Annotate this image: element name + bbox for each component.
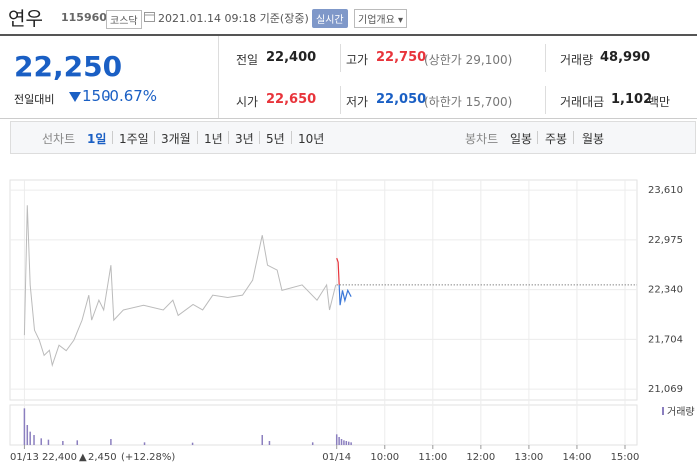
volume-bar: [40, 438, 42, 445]
annotation-price: 22,400: [42, 452, 77, 463]
quote-rule: [0, 118, 697, 119]
x-tick-label: 01/13: [10, 452, 39, 463]
volume-legend-swatch: [662, 407, 664, 415]
tab[interactable]: 일봉: [510, 132, 533, 146]
stat-value: 1,102: [611, 92, 653, 107]
tab[interactable]: 3개월: [161, 132, 191, 146]
tab[interactable]: 3년: [235, 132, 254, 146]
volume-bar: [340, 439, 343, 445]
tab[interactable]: 주봉: [545, 132, 568, 146]
overview-label: 기업개요: [358, 15, 395, 26]
x-tick-label: 13:00: [514, 452, 543, 463]
x-tick-label: 12:00: [466, 452, 495, 463]
volume-bar: [33, 435, 35, 445]
y-tick-label: 22,975: [648, 235, 683, 246]
change-pct: -0.67%: [104, 87, 158, 105]
volume-bar: [143, 442, 146, 445]
tab-bar: [10, 121, 696, 154]
volume-bar: [345, 441, 348, 445]
current-price: 22,250: [14, 50, 123, 83]
col-divider: [545, 44, 546, 72]
y-tick-label: 23,610: [648, 185, 683, 196]
volume-bar: [311, 442, 314, 445]
stat-note: (상한가 29,100): [424, 53, 513, 67]
volume-bar: [62, 441, 64, 445]
tab[interactable]: 5년: [266, 132, 285, 146]
volume-bar: [347, 441, 350, 445]
volume-bar: [26, 425, 29, 445]
volume-bar: [47, 439, 50, 445]
stat-value: 22,750: [376, 50, 427, 65]
y-tick-label: 22,340: [648, 285, 683, 296]
x-tick-label: 10:00: [370, 452, 399, 463]
stat-note: (하한가 15,700): [424, 95, 513, 109]
volume-bar: [350, 442, 352, 445]
y-tick-label: 21,069: [648, 384, 683, 395]
tab[interactable]: 1일: [87, 132, 107, 146]
change: 150: [82, 87, 111, 105]
price-line-up: [336, 257, 340, 285]
x-tick-label: 11:00: [418, 452, 447, 463]
tab[interactable]: 1주일: [119, 132, 149, 146]
volume-bar: [338, 437, 340, 445]
header-rule: [0, 34, 697, 36]
tab-group-label: 선차트: [42, 132, 76, 146]
col-divider: [340, 86, 341, 114]
stat-value: 22,050: [376, 92, 427, 107]
col-divider: [545, 86, 546, 114]
quote-divider: [218, 36, 219, 118]
change-label: 전일대비: [14, 93, 55, 106]
price-line-down: [338, 284, 352, 306]
stat-label: 고가: [346, 53, 369, 67]
calendar-icon: [144, 12, 155, 22]
col-divider: [340, 44, 341, 72]
tab[interactable]: 월봉: [582, 132, 605, 146]
tab[interactable]: 10년: [298, 132, 325, 146]
volume-legend: 거래량: [667, 406, 695, 418]
volume-bar: [343, 440, 345, 445]
stock-name: 연우: [8, 8, 43, 30]
stat-value: 22,650: [266, 92, 317, 107]
volume-frame: [9, 404, 638, 446]
volume-bar: [23, 408, 26, 445]
volume-bar: [335, 434, 338, 445]
x-tick-label: 15:00: [611, 452, 640, 463]
stock-code: 115960: [61, 11, 107, 24]
annotation-change: 2,450: [88, 452, 117, 463]
overview-button[interactable]: 기업개요 ▾: [354, 9, 408, 28]
timestamp: 2021.01.14 09:18 기준(장중): [158, 12, 309, 25]
stat-label: 저가: [346, 95, 369, 109]
price-chart: 21,069 21,704 22,340 22,975 23,610 01/13 01/14…: [9, 179, 695, 463]
price-line: [23, 205, 337, 368]
down-arrow: [69, 92, 81, 102]
stat-value: 22,400: [266, 50, 317, 65]
tab[interactable]: 1년: [204, 132, 223, 146]
volume-bar: [76, 440, 79, 445]
volume-bar: [29, 431, 31, 445]
x-tick-label: 01/14: [322, 452, 351, 463]
stat-value: 48,990: [600, 50, 651, 65]
stat-label: 시가: [236, 95, 259, 109]
tab-group-label: 봉차트: [465, 132, 499, 146]
volume-bar: [191, 442, 194, 445]
stat-label: 거래대금: [560, 95, 605, 109]
realtime-badge[interactable]: 실시간: [312, 9, 348, 28]
x-tick-label: 14:00: [563, 452, 592, 463]
market-badge: 코스닥: [106, 10, 142, 29]
stat-label: 전일: [236, 53, 259, 67]
stat-unit: 백만: [648, 95, 671, 109]
volume-bar: [261, 435, 263, 445]
y-tick-label: 21,704: [648, 334, 683, 345]
volume-bar: [268, 441, 271, 445]
annotation-arrow: ▲: [79, 452, 87, 463]
volume-bar: [110, 439, 112, 445]
stat-label: 거래량: [560, 53, 594, 67]
annotation-pct: (+12.28%): [121, 452, 175, 463]
